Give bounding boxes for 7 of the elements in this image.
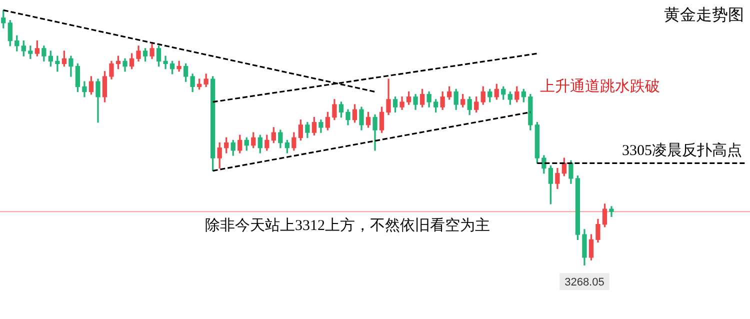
annotation: 除非今天站上3312上方，不然依旧看空为主: [205, 217, 490, 234]
chart-title: 黄金走势图: [664, 6, 744, 24]
candlestick: [163, 56, 168, 70]
annotation: 3268.05: [564, 276, 604, 289]
candlestick: [55, 56, 60, 72]
annotation: 上升通道跳水跌破: [540, 78, 660, 95]
series-label: 3305凌晨反扑高点: [622, 142, 742, 160]
